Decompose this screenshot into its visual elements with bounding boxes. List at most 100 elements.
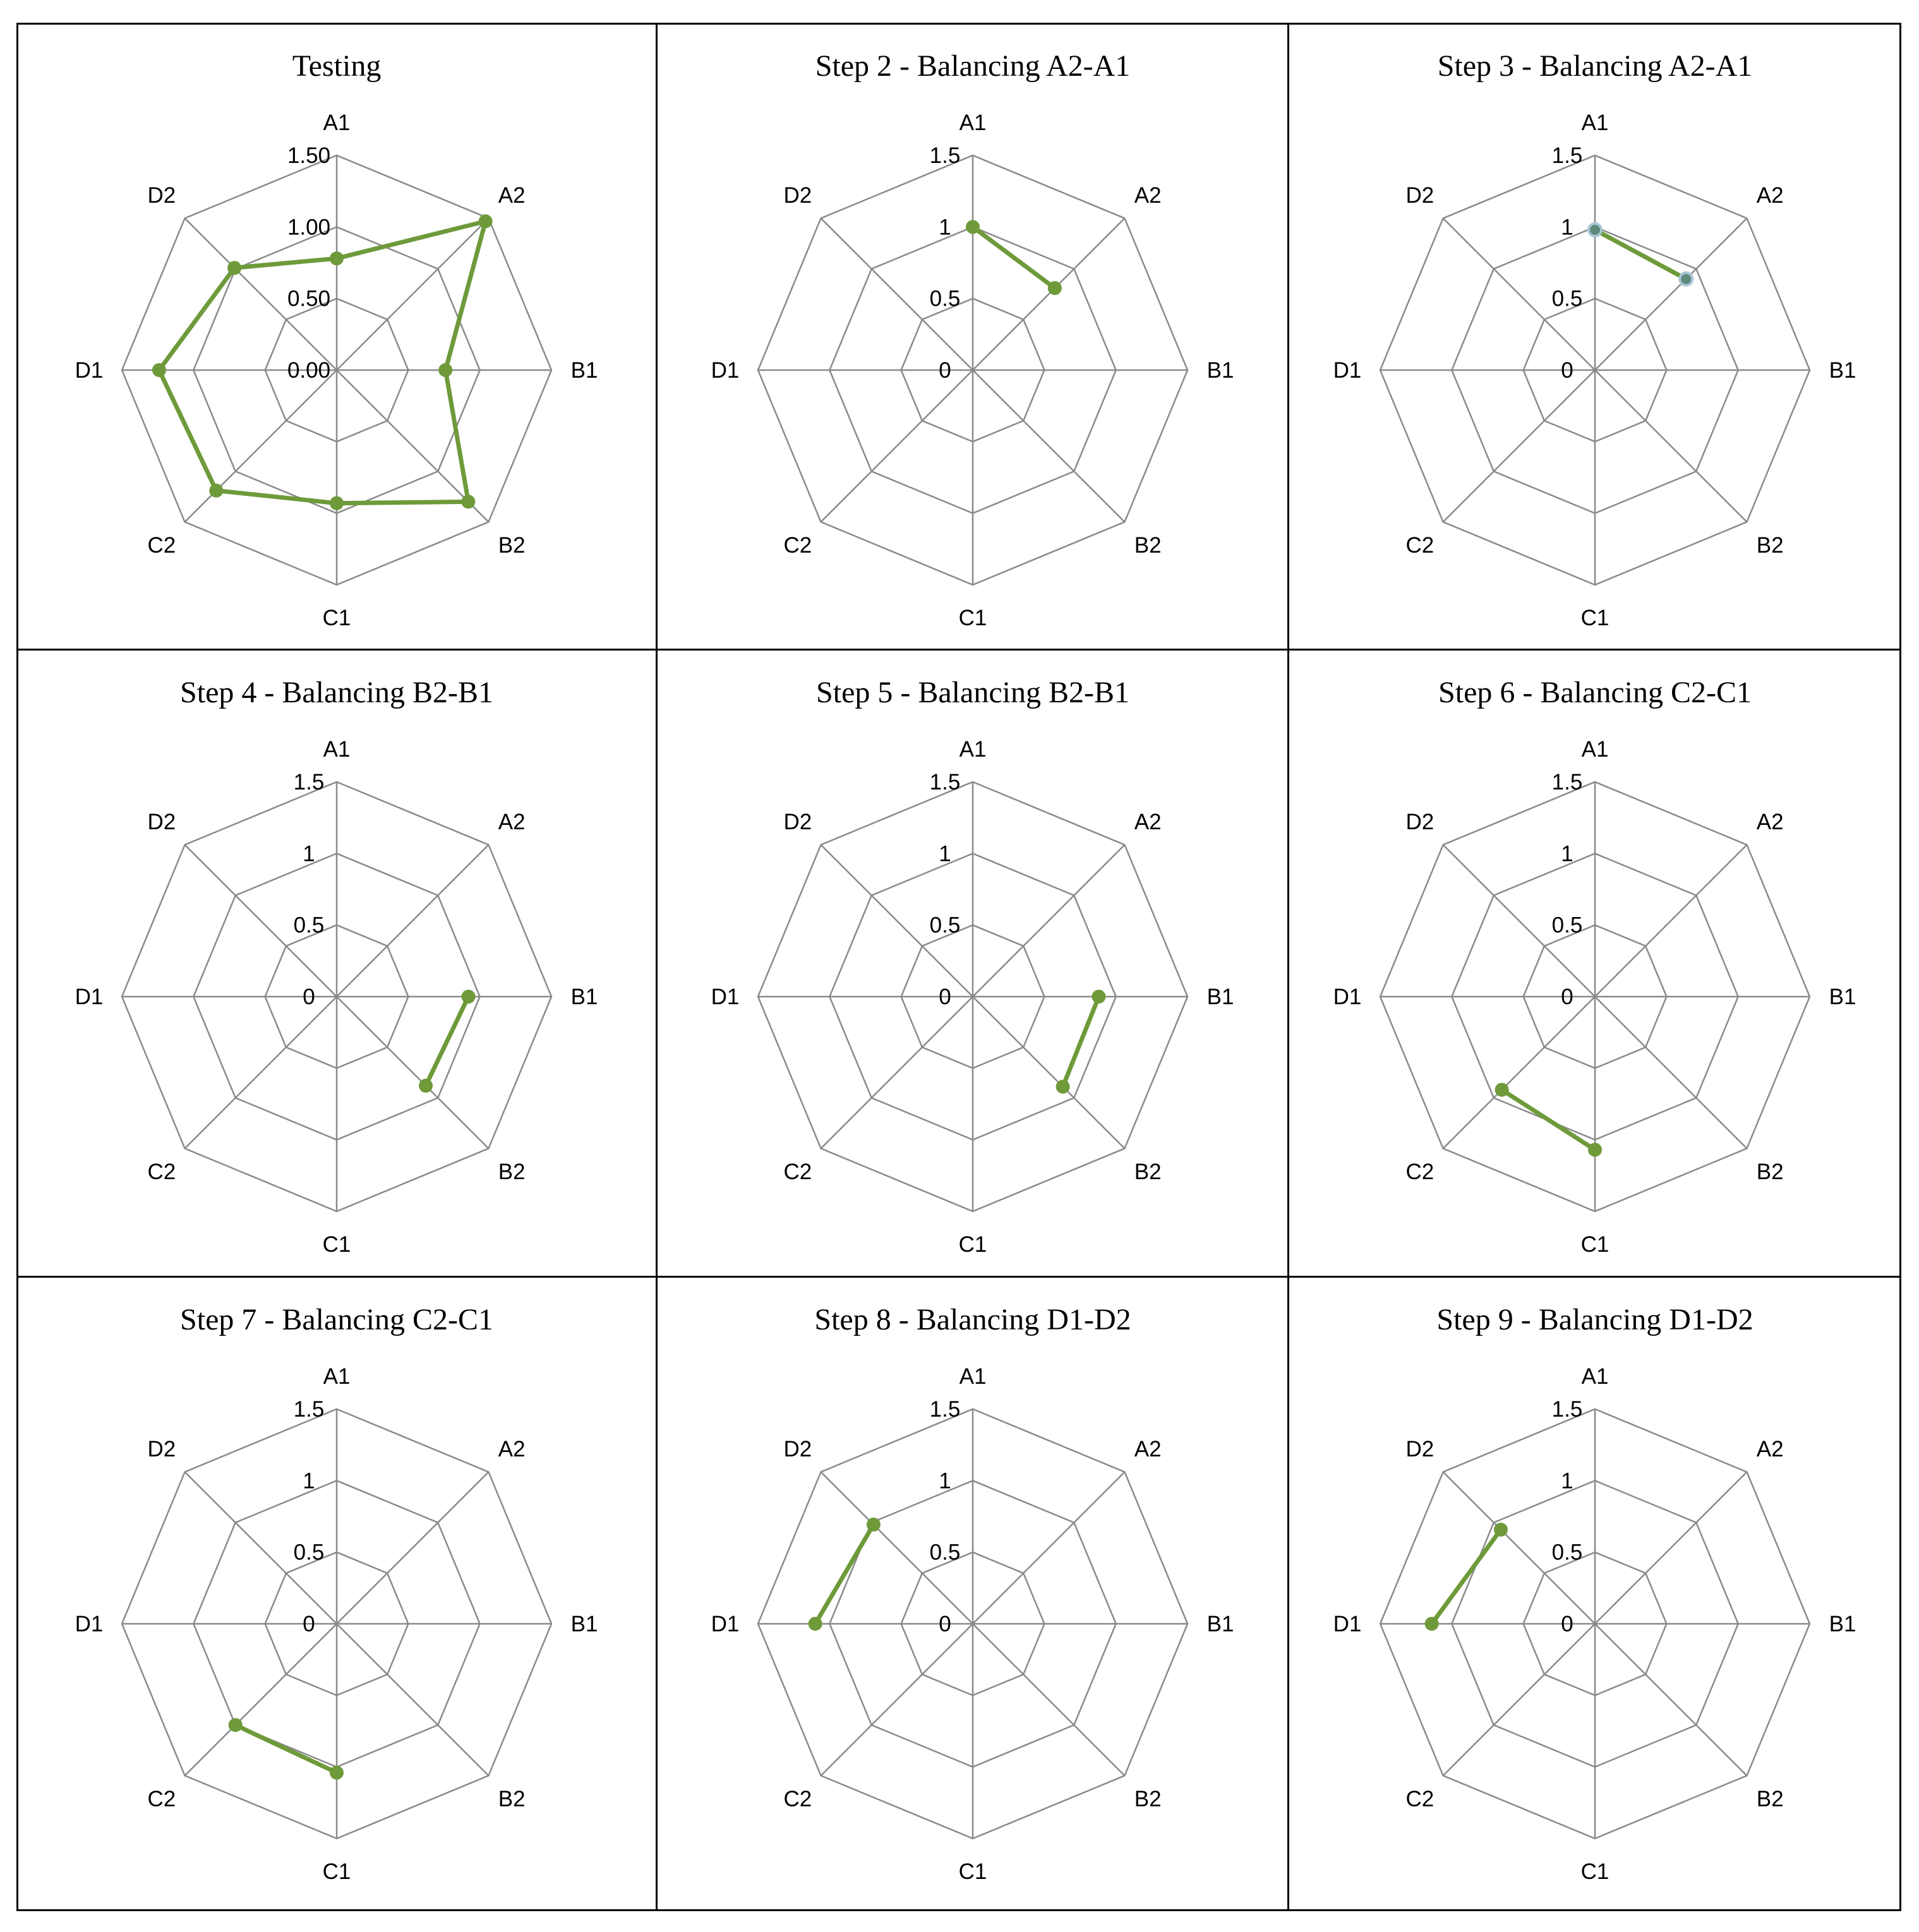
radar-chart-9: Step 9 - Balancing D1-D2 A1 A2 B1 B2 C1 C2 D1 D2… bbox=[1333, 1303, 1856, 1884]
data-point-b1 bbox=[461, 990, 476, 1004]
axis-label: D2 bbox=[783, 183, 812, 208]
radar-panel-5: Step 5 - Balancing B2-B1 A1 A2 B1 B2 C1 C2 D1 D2… bbox=[657, 649, 1289, 1276]
tick-label: 1.00 bbox=[287, 215, 330, 239]
tick-label: 0.5 bbox=[1552, 1540, 1583, 1565]
axis-spoke bbox=[336, 844, 490, 997]
tick-label: 1.5 bbox=[1552, 143, 1583, 168]
data-point-a1 bbox=[330, 251, 344, 266]
axis-label: D2 bbox=[783, 810, 812, 834]
axis-label: D2 bbox=[1405, 1437, 1434, 1461]
data-point-c2 bbox=[209, 483, 224, 498]
data-point-a2 bbox=[1047, 281, 1062, 296]
axis-label: D2 bbox=[783, 1437, 812, 1461]
data-point-a2 bbox=[478, 214, 493, 229]
axis-label: C1 bbox=[959, 606, 987, 630]
axis-spoke bbox=[1594, 369, 1748, 523]
tick-label: 0 bbox=[1561, 985, 1573, 1009]
axis-label: C2 bbox=[1405, 1787, 1434, 1811]
axis-spoke bbox=[1442, 369, 1596, 523]
tick-label: 1.5 bbox=[930, 143, 961, 168]
axis-spoke bbox=[1594, 217, 1748, 371]
axis-label: B2 bbox=[1134, 533, 1162, 558]
axis-label: C2 bbox=[783, 533, 812, 558]
axis-label: D1 bbox=[75, 358, 104, 383]
tick-label: 0 bbox=[939, 1612, 951, 1636]
axis-spoke bbox=[1594, 996, 1748, 1149]
axis-label: C1 bbox=[323, 1232, 351, 1257]
axis-spoke bbox=[820, 1471, 973, 1624]
axis-label: C1 bbox=[1581, 1232, 1609, 1257]
tick-label: 1 bbox=[939, 1468, 951, 1493]
axis-spoke bbox=[184, 369, 337, 523]
data-point-c1 bbox=[330, 1765, 344, 1780]
radar-chart-5: Step 5 - Balancing B2-B1 A1 A2 B1 B2 C1 C2 D1 D2… bbox=[711, 676, 1234, 1257]
axis-label: D1 bbox=[75, 985, 104, 1009]
axis-spoke bbox=[820, 217, 973, 371]
tick-label: 0.00 bbox=[287, 358, 330, 383]
axis-spoke bbox=[1594, 1623, 1748, 1777]
axis-label: C1 bbox=[959, 1232, 987, 1257]
axis-spoke bbox=[972, 217, 1126, 371]
axis-label: D1 bbox=[75, 1612, 104, 1636]
axis-label: C1 bbox=[323, 1859, 351, 1884]
axis-label: C1 bbox=[1581, 606, 1609, 630]
series-line bbox=[234, 1723, 338, 1775]
chart-title: Step 9 - Balancing D1-D2 bbox=[1436, 1303, 1753, 1336]
axis-label: B2 bbox=[1757, 1160, 1784, 1184]
axis-label: B1 bbox=[1207, 358, 1234, 383]
frame-left-line bbox=[16, 23, 18, 1911]
radar-chart-2: Step 2 - Balancing A2-A1 A1 A2 B1 B2 C1 C2 D1 D2… bbox=[711, 49, 1234, 630]
chart-title: Step 6 - Balancing C2-C1 bbox=[1438, 676, 1752, 709]
data-point-a1 bbox=[1587, 222, 1603, 237]
axis-label: C2 bbox=[147, 533, 176, 558]
frame-divider-h2 bbox=[16, 1276, 1901, 1278]
axis-label: D1 bbox=[1333, 1612, 1362, 1636]
tick-label: 1.5 bbox=[1552, 1397, 1583, 1422]
tick-label: 1 bbox=[303, 841, 315, 866]
axis-label: B2 bbox=[1757, 533, 1784, 558]
axis-spoke bbox=[972, 1471, 1126, 1624]
data-point-c2 bbox=[1495, 1083, 1509, 1097]
axis-label: B1 bbox=[571, 358, 598, 383]
axis-label: A2 bbox=[498, 183, 526, 208]
axis-spoke bbox=[1594, 844, 1748, 997]
tick-label: 1 bbox=[303, 1468, 315, 1493]
tick-label: 1 bbox=[1561, 1468, 1573, 1493]
axis-spoke bbox=[820, 844, 973, 997]
axis-spoke bbox=[820, 996, 973, 1149]
axis-label: A2 bbox=[1757, 810, 1784, 834]
axis-label: C2 bbox=[783, 1160, 812, 1184]
series-line bbox=[813, 1523, 875, 1625]
axis-label: A2 bbox=[498, 810, 526, 834]
radar-chart-4: Step 4 - Balancing B2-B1 A1 A2 B1 B2 C1 C2 D1 D2… bbox=[75, 676, 598, 1257]
tick-label: 0 bbox=[1561, 358, 1573, 383]
axis-label: A2 bbox=[1134, 810, 1162, 834]
tick-label: 1 bbox=[939, 841, 951, 866]
axis-label: B2 bbox=[1134, 1160, 1162, 1184]
axis-label: B2 bbox=[498, 533, 526, 558]
tick-label: 0.5 bbox=[1552, 913, 1583, 938]
axis-label: A1 bbox=[323, 111, 351, 135]
chart-title: Step 3 - Balancing A2-A1 bbox=[1438, 49, 1753, 83]
axis-spoke bbox=[1442, 1471, 1596, 1624]
tick-label: 1 bbox=[939, 215, 951, 239]
axis-label: B2 bbox=[498, 1160, 526, 1184]
radar-panel-7: Step 7 - Balancing C2-C1 A1 A2 B1 B2 C1 C2 D1 D2… bbox=[16, 1276, 657, 1911]
axis-label: B1 bbox=[1829, 358, 1856, 383]
tick-label: 1 bbox=[1561, 841, 1573, 866]
frame-divider-h1 bbox=[16, 649, 1901, 651]
axis-label: C2 bbox=[783, 1787, 812, 1811]
axis-label: D1 bbox=[1333, 985, 1362, 1009]
axis-spoke bbox=[972, 996, 1126, 1149]
series-line bbox=[971, 225, 1056, 291]
series-line bbox=[1061, 995, 1101, 1088]
data-point-b2 bbox=[1056, 1079, 1070, 1094]
tick-label: 0.5 bbox=[294, 1540, 325, 1565]
axis-label: B2 bbox=[1757, 1787, 1784, 1811]
axis-label: A2 bbox=[1757, 183, 1784, 208]
data-point-b1 bbox=[1092, 990, 1106, 1004]
tick-label: 0 bbox=[303, 1612, 315, 1636]
axis-spoke bbox=[1594, 1471, 1748, 1624]
tick-label: 0.5 bbox=[1552, 287, 1583, 311]
axis-label: C2 bbox=[147, 1160, 176, 1184]
